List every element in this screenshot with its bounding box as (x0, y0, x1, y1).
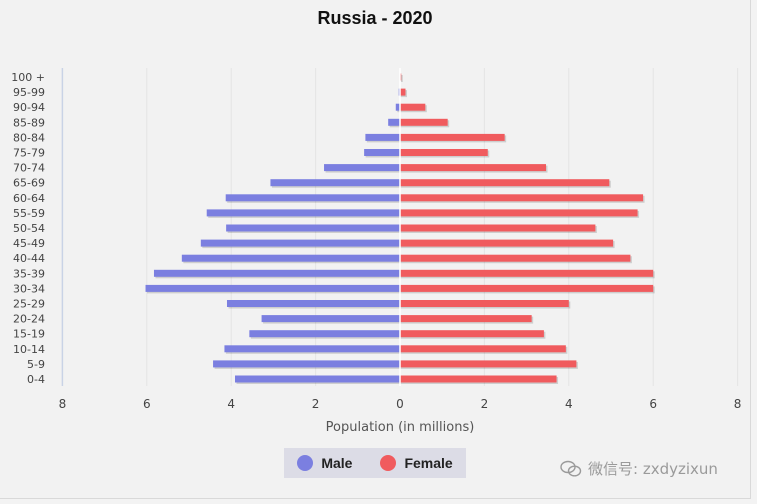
bar-male-25-29[interactable] (226, 300, 400, 307)
x-tick-label: 8 (734, 397, 742, 411)
bar-male-70-74[interactable] (324, 164, 400, 172)
x-axis-label: Population (in millions) (326, 420, 475, 435)
bar-female-80-84[interactable] (400, 133, 505, 141)
y-tick-label: 20-24 (13, 313, 45, 326)
bar-male-50-54[interactable] (226, 224, 400, 232)
bar-female-55-59[interactable] (400, 209, 638, 217)
bar-female-95-99[interactable] (400, 88, 406, 96)
bar-female-25-29[interactable] (400, 300, 569, 307)
bar-male-30-34[interactable] (145, 284, 400, 292)
y-tick-label: 45-49 (13, 237, 45, 250)
y-tick-label: 10-14 (13, 343, 45, 356)
x-axis-tick-labels: 8 6 4 2 0 2 4 6 8 (59, 397, 742, 411)
bar-male-80-84[interactable] (365, 133, 400, 141)
y-tick-label: 80-84 (13, 131, 45, 144)
x-tick-label: 4 (227, 397, 235, 411)
bar-male-65-69[interactable] (270, 179, 400, 187)
bar-female-30-34[interactable] (400, 284, 654, 292)
y-tick-label: 25-29 (13, 298, 45, 311)
bar-male-0-4[interactable] (234, 375, 400, 383)
bar-male-20-24[interactable] (261, 315, 400, 323)
bar-male-10-14[interactable] (224, 345, 400, 353)
chart-title: Russia - 2020 (317, 8, 433, 28)
y-tick-label: 70-74 (13, 162, 45, 175)
y-axis-tick-labels: 100 + 95-99 90-94 85-89 80-84 75-79 70-74 65-69… (11, 71, 45, 386)
x-tick-label: 2 (481, 397, 489, 411)
x-tick-label: 8 (59, 397, 67, 411)
y-tick-label: 40-44 (13, 252, 45, 265)
bar-female-5-9[interactable] (400, 360, 577, 368)
bar-shadow (401, 75, 403, 82)
watermark-text: 微信号: zxdyzixun (588, 460, 718, 478)
y-tick-label: 90-94 (13, 101, 45, 114)
bar-male-15-19[interactable] (249, 330, 400, 338)
bar-female-40-44[interactable] (400, 254, 631, 262)
bar-female-90-94[interactable] (400, 103, 426, 111)
x-tick-label: 2 (312, 397, 320, 411)
bar-shadow (401, 75, 402, 82)
bar-female-15-19[interactable] (400, 330, 544, 338)
y-tick-label: 50-54 (13, 222, 45, 235)
bar-male-5-9[interactable] (213, 360, 400, 368)
bar-female-35-39[interactable] (400, 269, 654, 277)
bar-female-60-64[interactable] (400, 194, 644, 202)
legend-label-female: Female (404, 455, 453, 471)
bar-male-85-89[interactable] (388, 118, 400, 126)
bar-female-10-14[interactable] (400, 345, 566, 353)
bar-male-90-94[interactable] (395, 103, 400, 111)
wechat-icon (560, 460, 582, 477)
bars (145, 68, 655, 386)
bar-male-75-79[interactable] (364, 149, 400, 156)
bar-female-65-69[interactable] (400, 179, 610, 187)
legend-marker-female (380, 455, 397, 471)
bar-female-45-49[interactable] (400, 239, 614, 247)
y-tick-label: 15-19 (13, 328, 45, 341)
bar-male-55-59[interactable] (206, 209, 400, 217)
legend-item-male[interactable]: Male (297, 455, 352, 471)
watermark: 微信号: zxdyzixun (560, 458, 718, 479)
bar-male-45-49[interactable] (200, 239, 400, 247)
legend-marker-male (297, 455, 314, 471)
bar-male-35-39[interactable] (153, 269, 400, 277)
legend-item-female[interactable]: Female (380, 455, 453, 471)
y-tick-label: 60-64 (13, 192, 45, 205)
bar-female-50-54[interactable] (400, 224, 596, 232)
y-tick-label: 65-69 (13, 177, 45, 190)
y-tick-label: 5-9 (27, 358, 45, 371)
bar-female-75-79[interactable] (400, 149, 488, 156)
x-tick-label: 0 (396, 397, 404, 411)
x-tick-label: 6 (649, 397, 657, 411)
legend: Male Female (284, 448, 466, 478)
y-tick-label: 75-79 (13, 147, 45, 160)
bar-female-70-74[interactable] (400, 164, 547, 172)
bar-female-0-4[interactable] (400, 375, 557, 383)
y-tick-label: 0-4 (27, 373, 45, 386)
bar-male-60-64[interactable] (225, 194, 400, 202)
legend-label-male: Male (321, 455, 353, 471)
x-tick-label: 4 (565, 397, 573, 411)
y-tick-label: 85-89 (13, 116, 45, 129)
y-tick-label: 100 + (11, 71, 45, 84)
y-tick-label: 35-39 (13, 267, 45, 280)
bar-female-85-89[interactable] (400, 118, 448, 126)
y-tick-label: 55-59 (13, 207, 45, 220)
y-tick-label: 95-99 (13, 86, 45, 99)
y-tick-label: 30-34 (13, 282, 45, 295)
bar-female-20-24[interactable] (400, 315, 532, 323)
x-tick-label: 6 (143, 397, 151, 411)
bar-male-40-44[interactable] (181, 254, 400, 262)
